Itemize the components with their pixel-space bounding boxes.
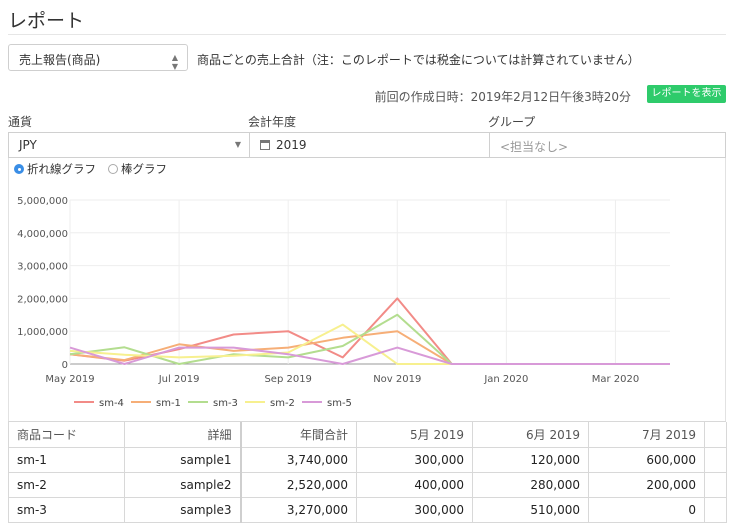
cell-detail: sample2	[124, 471, 241, 498]
x-tick-label: Jan 2020	[483, 374, 528, 385]
group-label: グループ	[488, 115, 536, 129]
legend-label: sm-3	[213, 398, 238, 409]
cell-product-code: sm-1	[8, 446, 125, 473]
line-chart-radio[interactable]: 折れ線グラフ	[14, 161, 96, 177]
currency-value: JPY	[19, 138, 37, 152]
cell-jun-2019: 120,000	[472, 446, 589, 473]
cell-extra	[704, 496, 727, 523]
y-tick-label: 4,000,000	[17, 229, 68, 240]
bar-chart-label: 棒グラフ	[121, 162, 167, 176]
x-tick-label: Nov 2019	[373, 374, 421, 385]
cell-may-2019: 400,000	[356, 471, 473, 498]
cell-product-code: sm-3	[8, 496, 125, 523]
table-row: sm-2 sample2 2,520,000 400,000 280,000 2…	[8, 471, 727, 498]
sales-table: 商品コード 詳細 年間合計 5月 2019 6月 2019 7月 2019 sm…	[8, 421, 727, 523]
report-description: 商品ごとの売上合計（注：このレポートでは税金については計算されていません）	[197, 53, 640, 67]
currency-label: 通貨	[8, 115, 33, 129]
title-divider	[8, 34, 726, 35]
cell-detail: sample1	[124, 446, 241, 473]
series-line-sm-5	[69, 346, 670, 365]
y-tick-label: 2,000,000	[17, 294, 68, 305]
table-row: sm-1 sample1 3,740,000 300,000 120,000 6…	[8, 446, 727, 473]
table-header-row: 商品コード 詳細 年間合計 5月 2019 6月 2019 7月 2019	[8, 422, 727, 448]
fiscal-year-value: 2019	[276, 138, 307, 152]
y-tick-label: 3,000,000	[17, 262, 68, 273]
filter-row: JPY ▼ 2019 <担当なし>	[8, 132, 726, 158]
cell-jul-2019: 200,000	[588, 471, 705, 498]
cell-extra	[704, 471, 727, 498]
col-header-annual-total[interactable]: 年間合計	[239, 422, 357, 448]
col-header-product-code[interactable]: 商品コード	[8, 422, 125, 448]
col-header-may-2019[interactable]: 5月 2019	[356, 422, 473, 448]
chevron-down-icon: ▼	[234, 140, 241, 149]
col-header-extra	[704, 422, 727, 448]
chevron-updown-icon: ▲ ▼	[171, 53, 178, 71]
show-report-button[interactable]: レポートを表示	[647, 85, 726, 103]
cell-jun-2019: 510,000	[472, 496, 589, 523]
y-tick-label: 5,000,000	[17, 196, 68, 207]
cell-may-2019: 300,000	[356, 496, 473, 523]
cell-annual-total: 3,740,000	[239, 446, 357, 473]
y-tick-label: 1,000,000	[17, 327, 68, 338]
cell-annual-total: 2,520,000	[239, 471, 357, 498]
group-select[interactable]: <担当なし>	[489, 133, 725, 157]
sales-line-chart: 0 1,000,000 2,000,000 3,000,000 4,000,000 5,0…	[17, 196, 670, 409]
group-placeholder: <担当なし>	[500, 140, 569, 154]
x-tick-label: Sep 2019	[264, 374, 311, 385]
legend-label: sm-5	[327, 398, 352, 409]
chart-type-toggle: 折れ線グラフ 棒グラフ	[14, 161, 167, 177]
col-header-jun-2019[interactable]: 6月 2019	[472, 422, 589, 448]
cell-jul-2019: 600,000	[588, 446, 705, 473]
cell-annual-total: 3,270,000	[239, 496, 357, 523]
x-tick-label: Jul 2019	[158, 374, 200, 385]
report-type-select[interactable]: 売上報告(商品) ▲ ▼	[8, 44, 188, 71]
bar-chart-radio[interactable]: 棒グラフ	[108, 161, 167, 177]
col-header-detail[interactable]: 詳細	[124, 422, 241, 448]
x-tick-label: May 2019	[45, 374, 94, 385]
radio-unselected-icon	[108, 164, 118, 174]
cell-detail: sample3	[124, 496, 241, 523]
cell-jul-2019: 0	[588, 496, 705, 523]
legend-label: sm-4	[99, 398, 124, 409]
page-title: レポート	[8, 10, 85, 32]
line-chart-label: 折れ線グラフ	[27, 162, 96, 176]
fiscal-year-label: 会計年度	[248, 115, 297, 129]
legend-label: sm-1	[156, 398, 181, 409]
y-tick-label: 0	[62, 360, 68, 371]
table-row: sm-3 sample3 3,270,000 300,000 510,000 0	[8, 496, 727, 523]
report-type-value: 売上報告(商品)	[19, 53, 101, 67]
cell-product-code: sm-2	[8, 471, 125, 498]
x-tick-label: Mar 2020	[592, 374, 640, 385]
currency-select[interactable]: JPY ▼	[9, 133, 249, 157]
chart-panel	[8, 158, 726, 422]
radio-selected-icon	[14, 164, 24, 174]
cell-jun-2019: 280,000	[472, 471, 589, 498]
legend-label: sm-2	[270, 398, 295, 409]
calendar-icon	[260, 140, 270, 150]
cell-may-2019: 300,000	[356, 446, 473, 473]
cell-extra	[704, 446, 727, 473]
fiscal-year-picker[interactable]: 2019	[249, 133, 489, 157]
col-header-jul-2019[interactable]: 7月 2019	[588, 422, 705, 448]
last-created-timestamp: 前回の作成日時：2019年2月12日午後3時20分	[374, 90, 631, 104]
